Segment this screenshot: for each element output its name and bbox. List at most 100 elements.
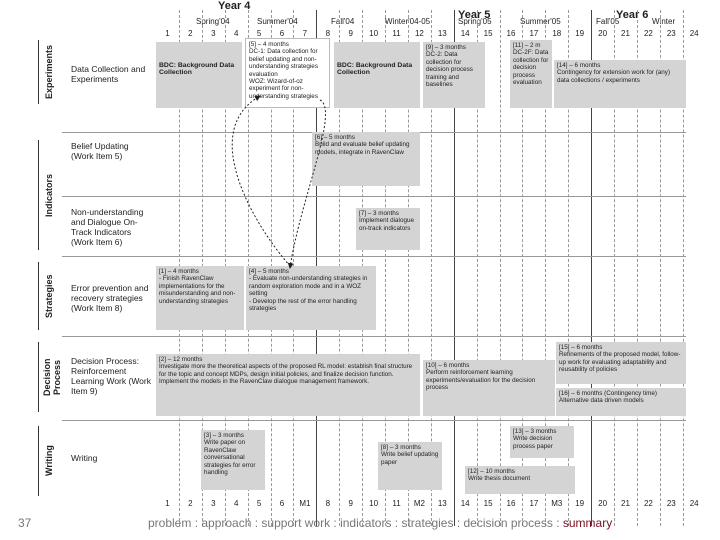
task-box-14[interactable]: [14] – 6 months Contingency for extensio… bbox=[554, 60, 686, 108]
month-number-bottom: 13 bbox=[437, 499, 447, 508]
month-number-top: 11 bbox=[392, 29, 401, 38]
section-nav: problem : approach : support work : indi… bbox=[148, 516, 612, 530]
row-label-decision-process: Decision Process: Reinforcement Learning… bbox=[71, 356, 151, 396]
grid-line bbox=[591, 10, 593, 526]
season-label: Fall'04 bbox=[331, 17, 355, 26]
month-number-top: 8 bbox=[325, 29, 331, 38]
category-bar bbox=[38, 262, 39, 330]
task-box-4[interactable]: [4] – 5 months - Evaluate non-understand… bbox=[246, 266, 376, 330]
row-label-data-collection: Data Collection and Experiments bbox=[71, 64, 146, 84]
month-number-bottom: 14 bbox=[460, 499, 470, 508]
month-number-top: 3 bbox=[211, 29, 216, 38]
grid-line bbox=[453, 10, 455, 526]
grid-line bbox=[499, 10, 501, 526]
month-number-top: 2 bbox=[188, 29, 193, 38]
season-label: Winter'04-05 bbox=[385, 17, 431, 26]
month-number-top: 4 bbox=[233, 29, 239, 38]
month-number-bottom: 10 bbox=[369, 499, 379, 508]
month-number-bottom: 5 bbox=[256, 499, 262, 508]
row-label-writing: Writing bbox=[71, 453, 98, 463]
month-number-top: 21 bbox=[621, 29, 630, 38]
season-label: Spring'05 bbox=[458, 17, 492, 26]
season-label: Summer'05 bbox=[520, 17, 561, 26]
month-number-bottom: 24 bbox=[689, 499, 699, 508]
category-bar bbox=[38, 426, 39, 496]
grid-line bbox=[659, 10, 661, 526]
page-number: 37 bbox=[18, 516, 32, 530]
grid-line bbox=[568, 10, 570, 526]
task-box-2[interactable]: [2] – 12 months Investigate more the the… bbox=[156, 354, 420, 416]
year-5-label: Year 5 bbox=[458, 9, 491, 21]
month-number-top: 20 bbox=[598, 29, 608, 38]
month-number-bottom: 16 bbox=[506, 499, 516, 508]
grid-line bbox=[545, 10, 547, 526]
task-box-10[interactable]: [10] – 6 months Perform reinforcement le… bbox=[423, 360, 555, 416]
grid-line bbox=[430, 10, 432, 526]
category-bar bbox=[38, 342, 39, 412]
month-number-top: 22 bbox=[643, 29, 653, 38]
month-number-bottom: 23 bbox=[666, 499, 676, 508]
year-6-label: Year 6 bbox=[616, 9, 649, 21]
month-number-bottom: 1 bbox=[165, 499, 170, 508]
season-label: Spring'04 bbox=[196, 17, 230, 26]
task-box-12[interactable]: [12] – 10 months Write thesis document bbox=[465, 466, 575, 494]
month-number-top: 12 bbox=[414, 29, 424, 38]
season-label: Fall'05 bbox=[596, 17, 620, 26]
month-number-top: 7 bbox=[302, 29, 308, 38]
month-number-bottom: 21 bbox=[621, 499, 630, 508]
row-label-non-understanding: Non-understanding and Dialogue On-Track … bbox=[71, 207, 144, 247]
grid-line bbox=[522, 10, 524, 526]
grid-line bbox=[682, 10, 684, 526]
grid-line bbox=[476, 10, 478, 526]
month-number-bottom: 6 bbox=[279, 499, 285, 508]
year-4-label: Year 4 bbox=[218, 0, 251, 12]
task-box-bdc-1[interactable]: BDC: Background Data Collection bbox=[156, 42, 242, 108]
month-number-top: 6 bbox=[279, 29, 285, 38]
month-number-top: 9 bbox=[348, 29, 353, 38]
arrow-5-to-6 bbox=[287, 99, 326, 269]
task-box-9[interactable]: [9] – 3 months DC-2: Data collection for… bbox=[423, 42, 485, 108]
month-number-bottom: M2 bbox=[413, 499, 425, 508]
task-box-3[interactable]: [3] – 3 months Write paper on RavenClaw … bbox=[201, 430, 265, 490]
month-number-bottom: M1 bbox=[299, 499, 311, 508]
month-number-bottom: 2 bbox=[188, 499, 193, 508]
season-label: Winter bbox=[652, 17, 676, 26]
month-number-bottom: 8 bbox=[325, 499, 331, 508]
task-box-8[interactable]: [8] – 3 months Write belief updating pap… bbox=[378, 442, 442, 490]
month-number-bottom: M3 bbox=[551, 499, 563, 508]
task-box-1[interactable]: [1] – 4 months - Finish RavenClaw implem… bbox=[156, 266, 244, 330]
task-box-13[interactable]: [13] – 3 months Write decision process p… bbox=[510, 426, 574, 458]
section-nav-text: problem : approach : support work : indi… bbox=[148, 516, 563, 530]
task-box-bdc-2[interactable]: BDC: Background Data Collection bbox=[334, 42, 420, 108]
arrow-4-to-5 bbox=[231, 95, 291, 267]
month-number-top: 17 bbox=[529, 29, 539, 38]
month-number-top: 5 bbox=[256, 29, 262, 38]
row-separator bbox=[62, 256, 686, 257]
month-number-bottom: 9 bbox=[348, 499, 353, 508]
month-number-bottom: 11 bbox=[392, 499, 401, 508]
task-box-16[interactable]: [16] – 6 months (Contingency time) Alter… bbox=[556, 388, 686, 416]
month-number-bottom: 22 bbox=[643, 499, 653, 508]
row-label-belief-updating: Belief Updating (Work Item 5) bbox=[71, 141, 129, 161]
month-number-top: 14 bbox=[460, 29, 470, 38]
task-box-6[interactable]: [6] – 5 months Build and evaluate belief… bbox=[312, 132, 420, 186]
category-bar bbox=[38, 140, 39, 250]
task-box-7[interactable]: [7] – 3 months Implement dialogue on-tra… bbox=[356, 208, 420, 250]
task-box-15[interactable]: [15] – 6 months Refinements of the propo… bbox=[556, 342, 686, 384]
month-number-bottom: 3 bbox=[211, 499, 216, 508]
grid-line bbox=[636, 10, 638, 526]
grid-line bbox=[407, 10, 409, 526]
month-number-bottom: 4 bbox=[233, 499, 239, 508]
row-separator bbox=[62, 336, 686, 337]
category-bar bbox=[38, 40, 39, 104]
month-number-top: 16 bbox=[506, 29, 516, 38]
month-number-bottom: 15 bbox=[483, 499, 493, 508]
month-number-top: 10 bbox=[369, 29, 379, 38]
month-number-top: 1 bbox=[165, 29, 170, 38]
grid-line bbox=[385, 10, 386, 526]
task-box-11[interactable]: [11] – 2 m DC-2F: Data collection for de… bbox=[510, 40, 552, 108]
section-nav-current: summary bbox=[562, 516, 613, 530]
month-number-top: 18 bbox=[552, 29, 562, 38]
season-label: Summer'04 bbox=[257, 17, 298, 26]
